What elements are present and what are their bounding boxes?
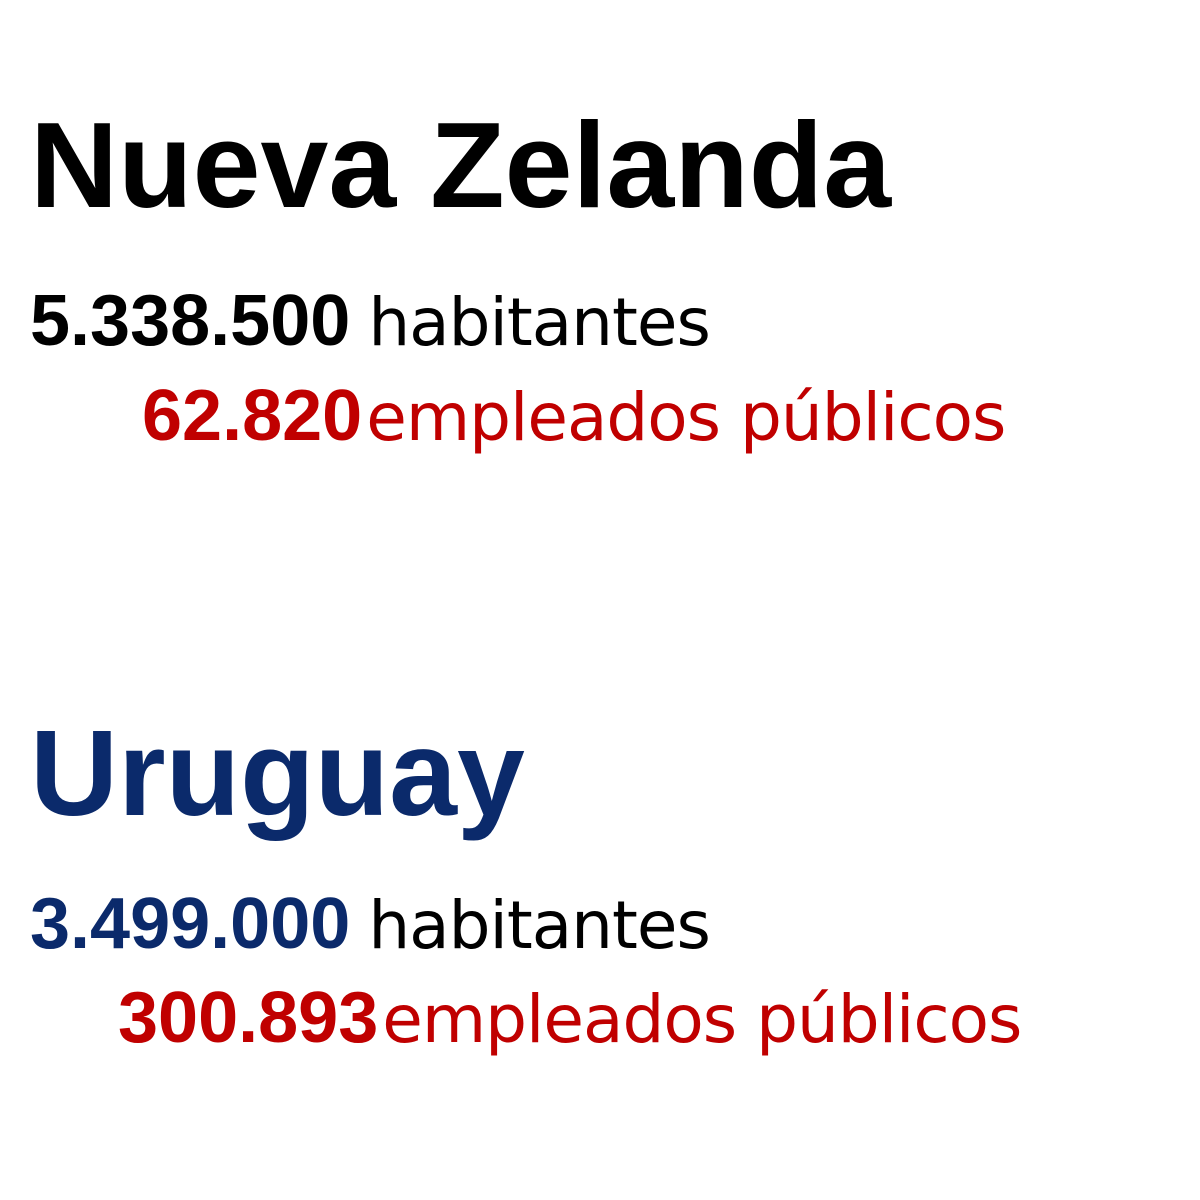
- employees-number: 300.893: [118, 978, 379, 1058]
- employees-label: empleados públicos: [366, 379, 1006, 456]
- employees-line: 300.893 empleados públicos: [118, 982, 1022, 1054]
- employees-line: 62.820 empleados públicos: [142, 380, 1006, 452]
- country-title: Uruguay: [30, 705, 525, 841]
- population-label: habitantes: [368, 284, 711, 361]
- country-title: Nueva Zelanda: [30, 97, 892, 233]
- employees-number: 62.820: [142, 376, 363, 456]
- population-number: 3.499.000: [30, 884, 351, 964]
- population-line: 5.338.500 habitantes: [30, 285, 711, 357]
- population-label: habitantes: [368, 887, 711, 964]
- population-number: 5.338.500: [30, 281, 351, 361]
- population-line: 3.499.000 habitantes: [30, 888, 711, 960]
- employees-label: empleados públicos: [382, 981, 1022, 1058]
